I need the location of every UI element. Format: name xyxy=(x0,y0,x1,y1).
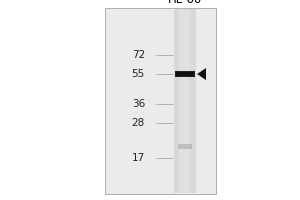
Bar xyxy=(175,71,195,77)
Polygon shape xyxy=(197,68,206,80)
Bar xyxy=(105,8,216,194)
Bar xyxy=(176,72,194,76)
Bar xyxy=(179,9,191,193)
Text: 28: 28 xyxy=(132,118,145,128)
Bar xyxy=(174,9,196,193)
Text: 36: 36 xyxy=(132,99,145,109)
Text: 55: 55 xyxy=(132,69,145,79)
Text: 72: 72 xyxy=(132,50,145,60)
Text: 17: 17 xyxy=(132,153,145,163)
Text: HL-60: HL-60 xyxy=(168,0,202,6)
Bar xyxy=(178,144,192,149)
